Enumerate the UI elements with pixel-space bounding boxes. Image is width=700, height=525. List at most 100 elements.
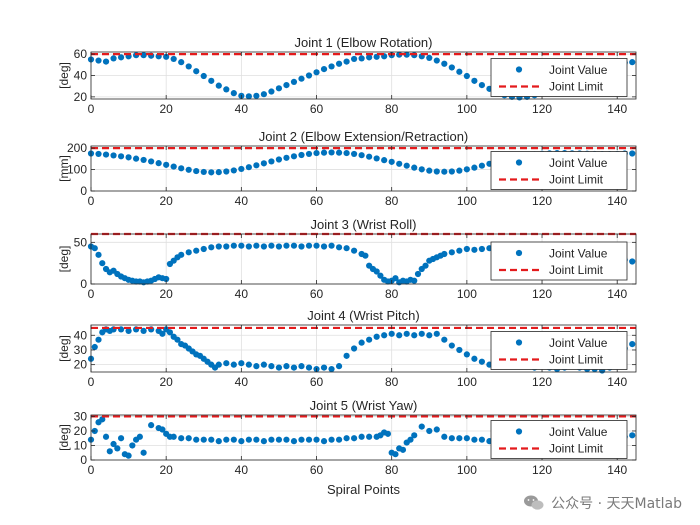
data-point xyxy=(298,436,305,443)
data-point xyxy=(178,59,185,66)
legend-label: Joint Value xyxy=(549,63,608,77)
data-point xyxy=(102,433,110,440)
data-point xyxy=(223,360,230,367)
data-point xyxy=(163,53,170,60)
data-point xyxy=(463,351,470,358)
data-point xyxy=(448,342,455,349)
data-point xyxy=(223,243,230,250)
y-axis-label: [deg] xyxy=(57,335,71,362)
legend-marker xyxy=(515,339,523,346)
data-point xyxy=(392,451,399,458)
data-point xyxy=(102,151,110,158)
data-point xyxy=(629,432,636,439)
legend-label: Joint Limit xyxy=(549,442,604,456)
data-point xyxy=(305,242,313,249)
data-point xyxy=(358,433,365,440)
data-point xyxy=(208,77,215,84)
data-point xyxy=(358,339,365,346)
data-point xyxy=(328,436,335,443)
x-tick-label: 60 xyxy=(310,287,324,301)
legend-marker xyxy=(515,159,523,166)
x-tick-label: 60 xyxy=(310,194,324,208)
data-point xyxy=(110,152,117,159)
data-point xyxy=(384,430,392,437)
data-point xyxy=(351,345,358,352)
y-axis-label: [mm] xyxy=(57,155,71,182)
data-point xyxy=(381,332,388,339)
data-point xyxy=(200,168,207,176)
data-point xyxy=(343,58,350,65)
data-point xyxy=(193,167,200,175)
data-point xyxy=(373,53,380,60)
x-tick-label: 80 xyxy=(385,102,399,116)
x-tick-label: 140 xyxy=(607,463,627,477)
data-point xyxy=(441,336,448,343)
data-point xyxy=(433,168,440,175)
data-point xyxy=(456,247,463,254)
subplot-title: Joint 1 (Elbow Rotation) xyxy=(294,35,432,50)
subplot-title: Joint 3 (Wrist Roll) xyxy=(311,217,417,232)
data-point xyxy=(230,90,237,97)
y-tick-label: 40 xyxy=(74,69,88,83)
data-point xyxy=(174,336,181,343)
data-point xyxy=(414,270,422,278)
x-tick-label: 100 xyxy=(457,194,477,208)
legend-marker xyxy=(515,66,523,73)
data-point xyxy=(456,68,463,75)
data-point xyxy=(178,251,185,258)
y-axis-label: [deg] xyxy=(57,246,71,273)
data-point xyxy=(403,330,410,337)
data-point xyxy=(215,243,222,250)
data-point xyxy=(629,150,636,157)
data-point xyxy=(283,82,290,89)
data-point xyxy=(411,164,418,171)
data-point xyxy=(328,63,335,70)
data-point xyxy=(125,327,132,334)
x-tick-label: 120 xyxy=(532,102,552,116)
data-point xyxy=(456,346,463,354)
x-tick-label: 60 xyxy=(310,375,324,389)
data-point xyxy=(426,54,433,61)
data-point xyxy=(463,72,470,80)
data-point xyxy=(283,363,290,370)
data-point xyxy=(268,242,275,249)
x-tick-label: 120 xyxy=(532,194,552,208)
subplot-title: Joint 2 (Elbow Extension/Retraction) xyxy=(259,129,469,144)
data-point xyxy=(418,166,425,173)
data-point xyxy=(320,243,328,250)
legend-label: Joint Limit xyxy=(549,80,604,94)
legend-label: Joint Limit xyxy=(549,353,604,367)
data-point xyxy=(407,436,414,443)
data-point xyxy=(471,164,478,171)
x-tick-label: 100 xyxy=(457,287,477,301)
x-tick-label: 40 xyxy=(235,102,249,116)
data-point xyxy=(170,433,177,440)
legend-box xyxy=(490,58,628,97)
y-tick-label: 10 xyxy=(74,438,88,452)
legend: Joint Value Joint Limit xyxy=(490,58,628,97)
data-point xyxy=(441,60,448,67)
legend-box xyxy=(490,151,628,190)
y-tick-label: 20 xyxy=(74,358,88,372)
data-point xyxy=(456,167,463,174)
data-point xyxy=(260,91,267,98)
data-point xyxy=(275,243,283,250)
x-tick-label: 140 xyxy=(607,102,627,116)
x-tick-label: 40 xyxy=(235,375,249,389)
data-point xyxy=(471,436,478,443)
data-point xyxy=(433,330,440,337)
data-point xyxy=(193,247,200,254)
data-point xyxy=(253,162,260,169)
data-point xyxy=(117,153,125,160)
data-point xyxy=(260,438,267,445)
data-point xyxy=(215,361,222,368)
data-point xyxy=(230,167,237,174)
data-point xyxy=(305,72,313,79)
y-tick-label: 0 xyxy=(80,277,87,291)
legend-label: Joint Value xyxy=(549,425,608,439)
legend-box xyxy=(490,331,628,370)
y-tick-label: 200 xyxy=(67,141,87,155)
data-point xyxy=(351,435,358,442)
